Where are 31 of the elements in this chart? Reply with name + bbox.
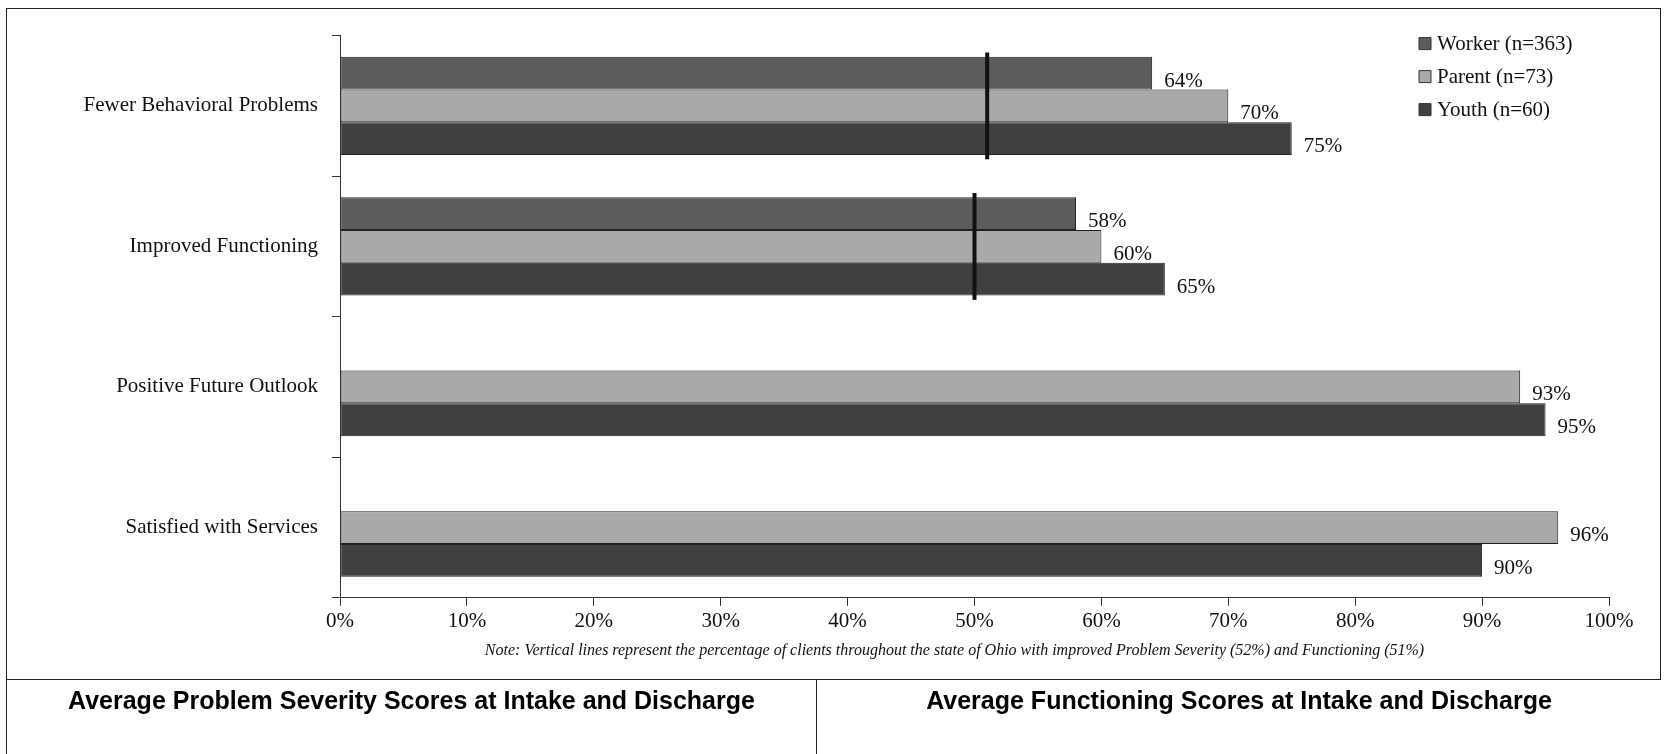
x-tick-label: 90% xyxy=(1462,607,1502,632)
text: 58% xyxy=(1088,208,1127,233)
x-tick-label: 50% xyxy=(955,607,994,632)
x-tick-label: 30% xyxy=(701,607,740,632)
text: 70% xyxy=(1240,100,1279,125)
x-tick-label: 60% xyxy=(1082,607,1121,632)
y-tick-label: Satisfied with Services xyxy=(125,514,318,539)
text: 93% xyxy=(1532,381,1571,406)
y-tick-label: Improved Functioning xyxy=(129,232,319,257)
text: 90% xyxy=(1494,554,1533,579)
text: Average Problem Severity Scores at Intake and Discharge xyxy=(7,680,817,754)
x-tick-label: 40% xyxy=(828,607,867,632)
text: 65% xyxy=(1176,273,1216,298)
y-tick-label: Positive Future Outlook xyxy=(116,373,319,398)
text: 96% xyxy=(1570,522,1609,547)
text: 64% xyxy=(1164,67,1203,92)
legend-label: Parent (n=73) xyxy=(1437,64,1554,89)
x-tick-label: 10% xyxy=(447,607,487,632)
x-tick-label: 20% xyxy=(574,607,614,632)
legend-label: Worker (n=363) xyxy=(1437,31,1573,56)
text: Average Functioning Scores at Intake and Discharge xyxy=(925,685,1553,716)
y-tick-label: Fewer Behavioral Problems xyxy=(83,92,318,117)
x-tick-label: 70% xyxy=(1209,607,1248,632)
text: 95% xyxy=(1557,414,1597,439)
text: Note: Vertical lines represent the percentage of clients throughout the state of Ohio with improved Problem Severity (52%) and Functioning (51%) xyxy=(483,641,1425,660)
x-tick-label: 100% xyxy=(1584,607,1634,632)
text: 75% xyxy=(1303,133,1343,158)
legend-label: Youth (n=60) xyxy=(1437,97,1550,122)
text: 60% xyxy=(1113,240,1152,265)
x-tick-label: 0% xyxy=(326,607,354,632)
x-tick-label: 80% xyxy=(1335,607,1375,632)
